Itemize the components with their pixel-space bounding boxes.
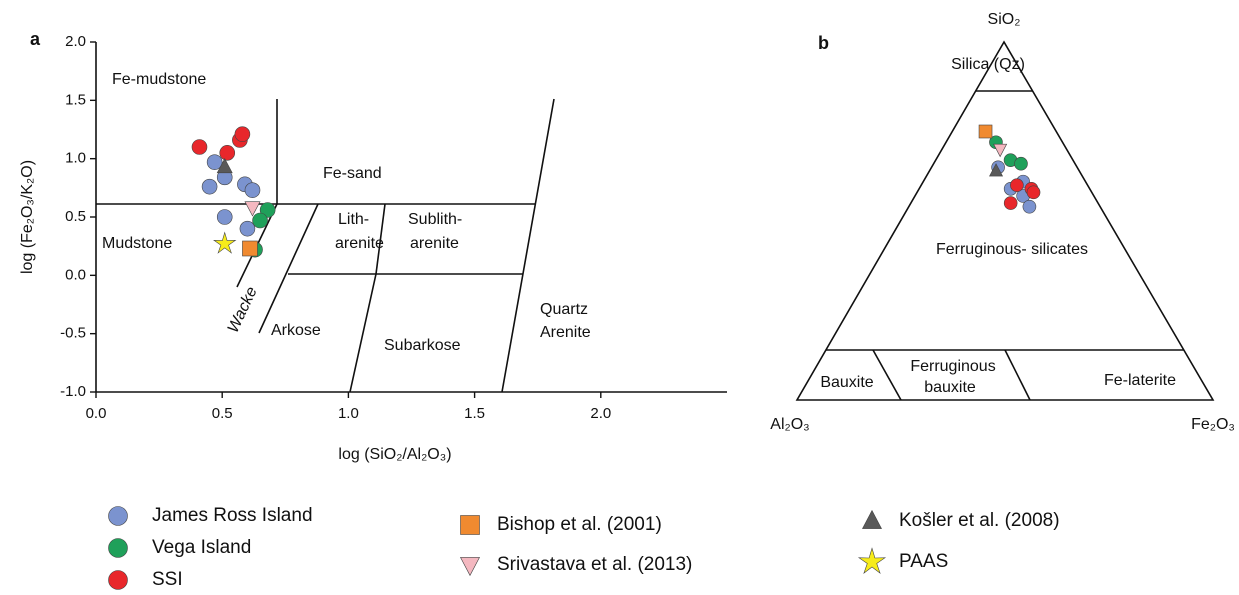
marker: [989, 163, 1004, 177]
region-label: Lith-: [338, 211, 369, 228]
region-label: Ferruginous: [910, 358, 995, 375]
marker: [244, 201, 261, 217]
legend-label: Bishop et al. (2001): [497, 514, 662, 535]
marker: [1026, 185, 1041, 200]
y-tick-label: 1.0: [65, 150, 86, 167]
region-label: Subarkose: [384, 337, 461, 354]
legend-marker: [460, 515, 480, 535]
region-label: Sublith-: [408, 211, 462, 228]
region-label: Quartz: [540, 301, 588, 318]
marker: [1010, 178, 1024, 192]
panel-label: b: [818, 33, 829, 53]
region-label: Mudstone: [102, 235, 172, 252]
vertex-label: SiO₂: [988, 11, 1021, 28]
legend-marker: [460, 557, 480, 577]
marker: [1022, 199, 1037, 214]
legend-marker: [862, 509, 882, 529]
x-tick-label: 1.5: [464, 405, 485, 422]
x-axis-label: log (SiO₂/Al₂O₃): [338, 446, 451, 463]
legend-label: James Ross Island: [152, 505, 313, 526]
marker: [242, 240, 258, 257]
region-label: Silica (Qz): [951, 56, 1025, 73]
marker: [216, 209, 233, 225]
marker: [213, 231, 237, 254]
y-tick-label: -1.0: [60, 383, 86, 400]
legend-label: PAAS: [899, 551, 948, 572]
class-boundaries: [96, 98, 555, 393]
y-tick-label: 1.5: [65, 91, 86, 108]
marker: [978, 124, 993, 139]
legend-label: Vega Island: [152, 537, 251, 558]
marker: [239, 220, 256, 237]
region-label: Fe-sand: [323, 165, 382, 182]
region-label: Arenite: [540, 324, 591, 341]
legend-label: Košler et al. (2008): [899, 510, 1060, 531]
ternary-frame: [795, 40, 1215, 401]
legend-marker: [857, 547, 887, 574]
legend-label: SSI: [152, 569, 183, 590]
y-tick-label: 0.5: [65, 208, 86, 225]
marker: [234, 126, 251, 142]
vertex-label: Al₂O₃: [770, 416, 809, 433]
region-label: arenite: [410, 235, 459, 252]
marker: [219, 145, 236, 161]
legend-marker: [108, 570, 128, 590]
x-tick-label: 2.0: [590, 405, 611, 422]
marker: [993, 143, 1008, 158]
region-label: Fe-mudstone: [112, 71, 206, 88]
panel-label: a: [30, 29, 41, 49]
marker: [244, 182, 261, 198]
marker: [206, 154, 223, 170]
y-axis-label: log (Fe₂O₃/K₂O): [19, 160, 36, 274]
region-label: Bauxite: [820, 374, 873, 391]
x-tick-label: 1.0: [338, 405, 359, 422]
marker: [252, 212, 268, 229]
x-tick-label: 0.0: [86, 405, 107, 422]
region-label: bauxite: [924, 379, 976, 396]
vertex-label: Fe₂O₃: [1191, 416, 1235, 433]
marker: [216, 157, 233, 174]
marker: [1003, 196, 1018, 210]
y-tick-label: 0.0: [65, 266, 86, 283]
region-label: Arkose: [271, 322, 321, 339]
region-label: Ferruginous- silicates: [936, 241, 1088, 258]
y-tick-label: 2.0: [65, 33, 86, 50]
region-label: Fe-laterite: [1104, 372, 1176, 389]
region-label: Wacke: [225, 284, 261, 335]
legend-marker: [108, 506, 128, 526]
y-tick-label: -0.5: [60, 325, 86, 342]
marker: [1014, 156, 1028, 171]
region-label: arenite: [335, 235, 384, 252]
marker: [201, 178, 218, 195]
marker: [191, 139, 208, 155]
x-tick-label: 0.5: [212, 405, 233, 422]
legend-label: Srivastava et al. (2013): [497, 554, 692, 575]
legend-marker: [108, 538, 128, 558]
